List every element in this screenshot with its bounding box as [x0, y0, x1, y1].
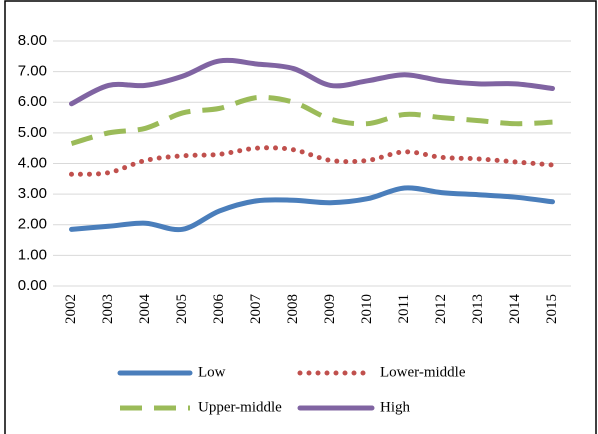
y-tick-label: 4.00	[18, 154, 47, 171]
legend-label: Upper-middle	[198, 399, 282, 415]
y-tick-label: 5.00	[18, 124, 47, 141]
y-tick-label: 3.00	[18, 185, 47, 202]
x-tick-label: 2015	[544, 294, 560, 324]
x-tick-label: 2003	[100, 294, 116, 324]
y-tick-label: 1.00	[18, 246, 47, 263]
legend-label: Lower-middle	[380, 364, 466, 380]
series-line	[69, 185, 555, 233]
x-tick-label: 2006	[211, 294, 227, 325]
x-tick-label: 2011	[396, 294, 412, 323]
legend-label: Low	[198, 364, 226, 380]
series-line	[70, 94, 553, 146]
x-tick-label: 2002	[63, 294, 79, 324]
chart-border	[4, 0, 597, 434]
x-tick-label: 2012	[433, 294, 449, 324]
x-tick-label: 2008	[285, 294, 301, 324]
y-tick-label: 2.00	[18, 216, 47, 233]
series-line	[69, 57, 555, 107]
x-tick-label: 2009	[322, 294, 338, 324]
y-tick-label: 6.00	[18, 93, 47, 110]
x-tick-label: 2007	[248, 294, 264, 325]
x-tick-label: 2010	[359, 294, 375, 324]
series-line	[69, 145, 555, 177]
y-tick-label: 8.00	[18, 32, 47, 49]
y-tick-label: 7.00	[18, 63, 47, 80]
x-tick-label: 2014	[507, 294, 523, 325]
x-tick-label: 2013	[470, 294, 486, 324]
x-tick-label: 2004	[137, 294, 153, 325]
y-tick-label: 0.00	[18, 277, 47, 294]
legend-label: High	[380, 399, 411, 415]
x-tick-label: 2005	[174, 294, 190, 324]
